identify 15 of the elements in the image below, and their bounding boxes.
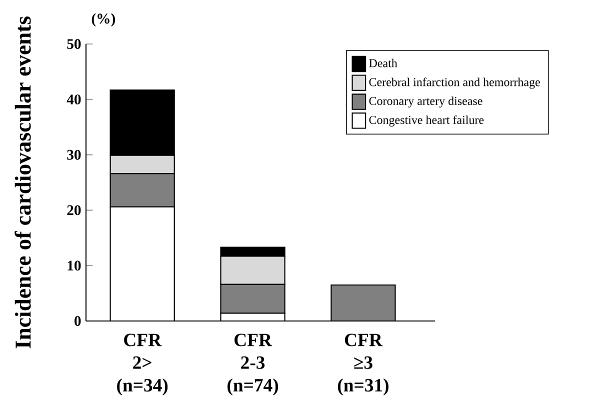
x-tick-label: CFR 2> (n=34)	[117, 334, 168, 396]
x-tick-label: CFR ≥3 (n=31)	[338, 334, 388, 396]
x-tick-label: CFR 2-3 (n=74)	[228, 334, 278, 396]
y-tick-label: 30	[67, 150, 81, 160]
y-tick-label: 50	[67, 39, 81, 49]
legend-label: Coronary artery disease	[369, 96, 482, 108]
y-tick-label: 20	[67, 205, 81, 216]
y-tick-label: 0	[74, 316, 81, 326]
y-tick-label: 40	[66, 94, 81, 104]
legend-label: Cerebral infarction and hemorrhage	[369, 78, 540, 89]
legend-label: Death	[369, 58, 398, 68]
y-axis-title: Incidence of cardiovascular events	[14, 16, 31, 348]
y-tick-label: 10	[68, 260, 81, 271]
legend-label: Congestive heart failure	[369, 115, 484, 126]
text: (%)	[92, 13, 116, 27]
